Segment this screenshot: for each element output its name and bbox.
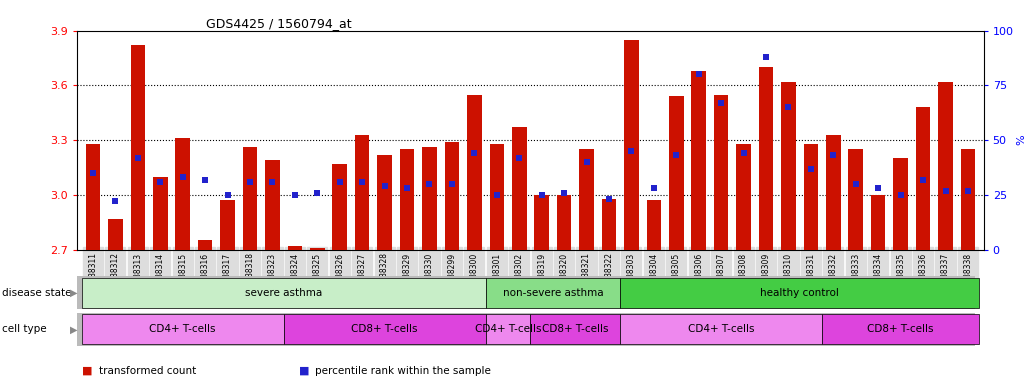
- Bar: [108, 218, 123, 250]
- Text: disease state: disease state: [2, 288, 71, 298]
- Bar: [535, 195, 549, 250]
- Bar: [445, 142, 459, 250]
- Bar: [602, 199, 616, 250]
- Bar: [670, 96, 684, 250]
- Bar: [153, 177, 168, 250]
- Text: cell type: cell type: [2, 324, 46, 334]
- Bar: [781, 82, 796, 250]
- Bar: [310, 248, 324, 250]
- Text: healthy control: healthy control: [760, 288, 839, 298]
- Bar: [198, 240, 212, 250]
- Text: CD8+ T-cells: CD8+ T-cells: [542, 324, 609, 334]
- Bar: [620, 314, 822, 344]
- Text: CD4+ T-cells: CD4+ T-cells: [149, 324, 216, 334]
- Bar: [938, 82, 953, 250]
- Text: GDS4425 / 1560794_at: GDS4425 / 1560794_at: [206, 17, 351, 30]
- Bar: [287, 246, 302, 250]
- Bar: [131, 45, 145, 250]
- Bar: [85, 144, 100, 250]
- Bar: [736, 144, 751, 250]
- Bar: [243, 147, 258, 250]
- Bar: [400, 149, 414, 250]
- Bar: [647, 200, 661, 250]
- Bar: [803, 144, 818, 250]
- Bar: [467, 94, 482, 250]
- Bar: [620, 278, 980, 308]
- Bar: [557, 195, 572, 250]
- Bar: [871, 195, 886, 250]
- Bar: [81, 314, 283, 344]
- Bar: [489, 144, 504, 250]
- Bar: [377, 155, 391, 250]
- Bar: [422, 147, 437, 250]
- Bar: [220, 200, 235, 250]
- Text: CD4+ T-cells: CD4+ T-cells: [475, 324, 541, 334]
- Y-axis label: %: %: [1017, 135, 1027, 146]
- Text: non-severe asthma: non-severe asthma: [503, 288, 604, 298]
- Bar: [485, 314, 530, 344]
- Bar: [485, 278, 620, 308]
- Bar: [624, 40, 639, 250]
- Bar: [512, 127, 526, 250]
- Bar: [893, 158, 907, 250]
- Text: CD4+ T-cells: CD4+ T-cells: [688, 324, 754, 334]
- Text: ▶: ▶: [70, 324, 77, 334]
- Bar: [916, 107, 930, 250]
- Bar: [714, 94, 728, 250]
- Text: percentile rank within the sample: percentile rank within the sample: [315, 366, 491, 376]
- Bar: [691, 71, 706, 250]
- Text: ■: ■: [299, 366, 309, 376]
- Bar: [759, 67, 774, 250]
- Bar: [175, 138, 190, 250]
- Bar: [530, 314, 620, 344]
- Text: CD8+ T-cells: CD8+ T-cells: [351, 324, 418, 334]
- Bar: [355, 135, 370, 250]
- Bar: [265, 160, 280, 250]
- Text: ■: ■: [82, 366, 93, 376]
- Bar: [822, 314, 980, 344]
- Text: CD8+ T-cells: CD8+ T-cells: [867, 324, 934, 334]
- Bar: [849, 149, 863, 250]
- Bar: [826, 135, 840, 250]
- Bar: [579, 149, 594, 250]
- Bar: [961, 149, 975, 250]
- Text: transformed count: transformed count: [99, 366, 196, 376]
- Text: ▶: ▶: [70, 288, 77, 298]
- Bar: [283, 314, 485, 344]
- Bar: [81, 278, 485, 308]
- Text: severe asthma: severe asthma: [245, 288, 322, 298]
- Bar: [333, 164, 347, 250]
